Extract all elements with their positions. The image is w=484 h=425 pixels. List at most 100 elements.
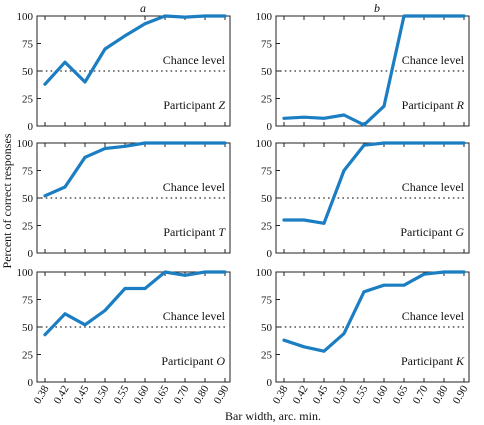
x-tick-label: 0.80 (192, 383, 212, 406)
x-axis-title: Bar width, arc. min. (225, 409, 321, 423)
x-tick-label: 0.42 (52, 384, 72, 407)
participant-label: Participant G (400, 225, 464, 239)
y-tick-label: 50 (261, 322, 273, 334)
y-tick-label: 75 (261, 295, 273, 307)
x-tick-label: 0.38 (32, 383, 52, 406)
data-point (442, 141, 446, 145)
x-tick-label: 0.45 (311, 383, 331, 406)
data-point (282, 338, 286, 342)
participant-label: Participant R (402, 98, 465, 112)
data-point (462, 141, 466, 145)
series-line (282, 270, 466, 353)
data-point (83, 155, 87, 159)
data-point (143, 287, 147, 290)
y-tick-label: 100 (256, 138, 273, 150)
panel-g: 0 25 50 75 100 Chance level Participant G (256, 138, 470, 260)
panels-group: 0 25 50 75 100 Chance level Participant Z 0 25 50… (17, 11, 471, 406)
data-point (442, 270, 446, 274)
x-tick-label: 0.90 (212, 383, 232, 406)
data-point (302, 115, 306, 119)
data-point (203, 270, 207, 274)
data-point (402, 141, 406, 145)
x-tick-label: 0.70 (172, 383, 192, 406)
series-line (43, 14, 227, 86)
data-point (43, 82, 47, 86)
participant-label: Participant T (163, 225, 226, 239)
data-point (342, 169, 346, 172)
series-line (282, 14, 466, 127)
data-point (342, 332, 346, 335)
data-point (302, 345, 306, 349)
x-tick-label: 0.65 (152, 383, 172, 406)
y-tick-label: 75 (22, 295, 34, 307)
data-point (43, 194, 47, 198)
data-point (362, 143, 366, 147)
data-point (103, 147, 107, 150)
data-point (143, 22, 147, 26)
data-point (183, 273, 187, 277)
data-point (123, 144, 127, 148)
y-tick-label: 50 (261, 193, 273, 205)
data-point (83, 80, 87, 84)
x-tick-label: 0.90 (451, 383, 471, 406)
y-tick-label: 0 (267, 377, 273, 389)
data-point (322, 221, 326, 225)
data-point (103, 309, 107, 312)
chance-level-label: Chance level (163, 180, 226, 194)
x-tick-label: 0.55 (351, 383, 371, 406)
data-point (43, 333, 47, 337)
data-point (362, 290, 366, 294)
y-tick-label: 50 (22, 322, 34, 334)
x-tick-label: 0.55 (112, 383, 132, 406)
data-point (63, 60, 67, 64)
participant-label: Participant K (401, 354, 465, 368)
data-point (382, 283, 386, 287)
data-point (322, 116, 326, 120)
y-tick-label: 50 (22, 66, 34, 78)
participant-label: Participant Z (163, 98, 225, 112)
data-point (123, 34, 127, 38)
panel-z: 0 25 50 75 100 Chance level Participant Z (17, 11, 231, 133)
data-point (402, 283, 406, 287)
y-tick-label: 50 (22, 193, 34, 205)
data-point (163, 270, 167, 274)
data-point (382, 141, 386, 145)
y-tick-label: 25 (22, 221, 34, 233)
y-tick-label: 100 (17, 267, 34, 279)
data-point (83, 323, 87, 327)
y-tick-label: 0 (28, 248, 34, 260)
data-point (203, 14, 207, 18)
y-tick-label: 100 (17, 11, 34, 23)
data-point (223, 141, 227, 145)
data-point (462, 14, 466, 18)
y-tick-label: 50 (261, 66, 273, 78)
participant-label: Participant O (161, 354, 225, 368)
y-tick-label: 0 (267, 248, 273, 260)
chance-level-label: Chance level (163, 309, 226, 323)
y-tick-label: 75 (22, 166, 34, 178)
chance-level-label: Chance level (163, 53, 226, 67)
data-point (342, 113, 346, 117)
y-tick-label: 75 (22, 39, 34, 51)
y-tick-label: 0 (28, 377, 34, 389)
data-point (123, 287, 127, 290)
y-tick-label: 0 (267, 121, 273, 133)
data-point (183, 15, 187, 19)
x-tick-label: 0.80 (431, 383, 451, 406)
data-point (422, 272, 426, 276)
chance-level-label: Chance level (402, 180, 465, 194)
panel-r: 0 25 50 75 100 Chance level Participant R (256, 11, 470, 133)
y-tick-label: 75 (261, 39, 273, 51)
data-point (402, 14, 406, 18)
x-tick-label: 0.60 (371, 383, 391, 406)
data-point (103, 47, 107, 51)
data-point (302, 218, 306, 222)
data-point (63, 185, 67, 189)
data-point (322, 349, 326, 353)
x-tick-label: 0.38 (271, 383, 291, 406)
data-point (422, 141, 426, 145)
data-point (223, 14, 227, 18)
